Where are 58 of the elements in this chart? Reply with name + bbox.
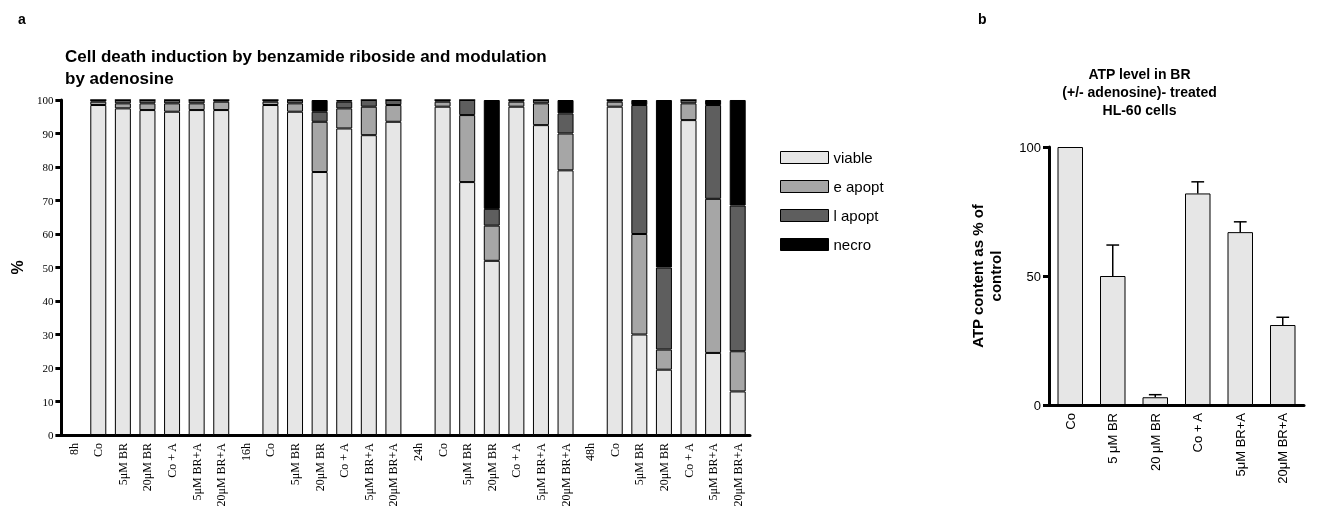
x-tick-label: Co <box>91 443 106 458</box>
x-tick-label: 20μM BR+A <box>1275 412 1291 484</box>
legend-label: e apopt <box>833 178 885 195</box>
legend-label: l apopt <box>833 207 880 224</box>
chart-title: ATP level in BR (+/- adenosine)- treated HL-60 cells <box>1062 66 1217 118</box>
x-tick-label: 5 μM BR <box>1105 413 1121 464</box>
y-tick-label: 20 <box>42 362 54 374</box>
x-tick-label: 8h <box>66 443 81 455</box>
x-tick-label: 5μM BR <box>115 443 130 486</box>
y-tick-label: 0 <box>47 429 54 441</box>
y-tick-label: 50 <box>42 261 54 274</box>
x-tick-label: 5μM BR+A <box>189 442 204 501</box>
x-tick-label: 5μM BR+A <box>361 442 376 501</box>
x-tick-label: Co + A <box>509 442 524 478</box>
y-axis-title: ATP content as % of control <box>968 203 1004 348</box>
x-tick-label: Co + A <box>681 442 696 478</box>
y-tick-label: 70 <box>42 194 54 207</box>
y-axis-title: % <box>8 260 26 275</box>
x-tick-label: 5μM BR+A <box>706 442 721 501</box>
y-tick-label: 90 <box>42 127 54 140</box>
text: b <box>978 11 987 27</box>
y-tick-label: 30 <box>42 328 54 341</box>
text: a <box>18 11 26 27</box>
x-tick-label: 48h <box>583 443 598 461</box>
x-tick-label: Co + A <box>165 442 180 478</box>
x-tick-label: Co <box>1062 413 1078 430</box>
x-tick-label: 5μM BR <box>460 443 475 486</box>
x-tick-label: 20 μM BR <box>1147 413 1163 472</box>
x-tick-label: Co + A <box>337 442 352 478</box>
y-tick-label: 100 <box>36 94 54 106</box>
x-tick-label: 5μM BR <box>288 443 303 486</box>
x-tick-label: 20μM BR <box>484 443 499 492</box>
x-tick-label: Co <box>435 443 450 458</box>
y-tick-label: 0 <box>1033 397 1041 413</box>
x-tick-label: 20μM BR <box>312 443 327 492</box>
y-tick-label: 50 <box>1026 268 1041 284</box>
x-tick-label: 20μM BR <box>140 443 155 492</box>
y-tick-label: 60 <box>42 228 54 240</box>
x-tick-label: 24h <box>411 443 425 461</box>
legend-label: necro <box>833 236 872 253</box>
x-tick-label: 20μM BR <box>656 443 671 492</box>
x-tick-label: 20μM BR+A <box>214 442 229 507</box>
x-tick-label: Co <box>607 443 622 458</box>
x-tick-label: 5μM BR+A <box>533 442 548 501</box>
x-tick-label: Co + A <box>1190 412 1206 453</box>
x-tick-label: 5μM BR+A <box>1232 412 1248 477</box>
y-tick-label: 40 <box>42 295 54 307</box>
x-tick-label: 20μM BR+A <box>730 442 745 507</box>
x-tick-label: Co <box>263 443 278 458</box>
y-tick-label: 80 <box>42 161 54 173</box>
legend-label: viable <box>833 149 873 166</box>
x-tick-label: 5μM BR <box>632 443 647 486</box>
chart-title: Cell death induction by benzamide riboside and modulation by adenosine <box>65 46 547 88</box>
x-tick-label: 20μM BR+A <box>558 442 573 507</box>
y-tick-label: 100 <box>1019 139 1041 155</box>
x-tick-label: 20μM BR+A <box>386 442 401 507</box>
y-tick-label: 10 <box>42 395 54 408</box>
x-tick-label: 16h <box>238 443 253 461</box>
